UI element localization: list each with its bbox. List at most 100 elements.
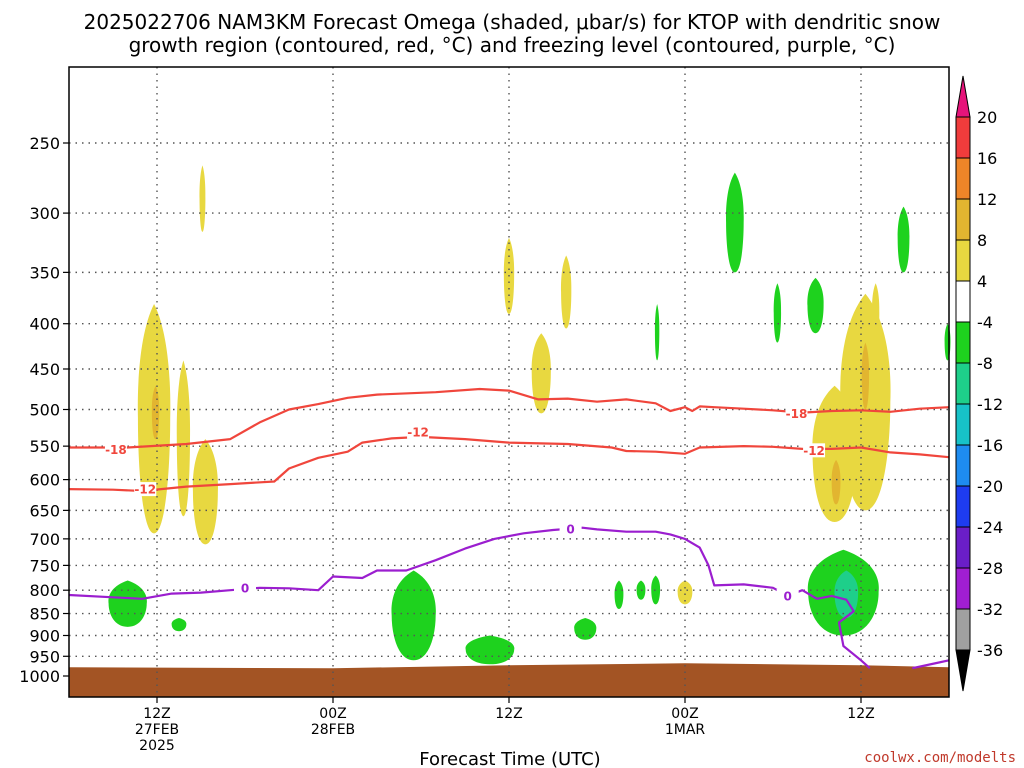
colorbar-band-10 (955, 526, 971, 569)
rising-omega-region-7 (531, 333, 551, 414)
ytick-label-650: 650 (29, 501, 60, 520)
colorbar-label-9: -20 (977, 477, 1003, 496)
colorbar-label-11: -28 (977, 559, 1003, 578)
colorbar-label-0: 20 (977, 108, 997, 127)
colorbar-label-6: -8 (977, 354, 993, 373)
ytick-label-300: 300 (29, 204, 60, 223)
colorbar-band-4 (955, 280, 971, 323)
x-axis-label: Forecast Time (UTC) (419, 749, 600, 768)
contour-label-0-0: 0 (241, 581, 249, 595)
ytick-label-600: 600 (29, 471, 60, 490)
colorbar-band-5 (955, 321, 971, 364)
xtick-label-6-2: 27FEB (135, 722, 179, 738)
gridlines (69, 67, 949, 697)
sinking-omega-region-16 (391, 570, 436, 661)
ytick-label-400: 400 (29, 315, 60, 334)
rising-omega-region-13 (871, 283, 880, 343)
sinking-omega-region-26 (807, 277, 824, 334)
sinking-omega-region-27 (897, 206, 910, 273)
contour-label--12-0: -12 (134, 483, 156, 497)
pressure-axis: 250 300 350 400 450 500 550 600 650 700 750 800 850 9… (19, 134, 69, 686)
contour-label-bg (234, 580, 256, 595)
sinking-omega-region-25 (773, 283, 782, 343)
contour-label--18-0: -18 (105, 443, 127, 457)
colorbar-label-3: 8 (977, 231, 987, 250)
rising-omega-region-8 (677, 580, 693, 605)
colorbar-band-9 (955, 485, 971, 528)
xtick-label-54-1: 12Z (847, 706, 874, 722)
contour-label-bg (134, 482, 157, 497)
colorbar-label-7: -12 (977, 395, 1003, 414)
contour-label-0-1: 0 (566, 522, 574, 536)
colorbar-band-7 (955, 403, 971, 446)
ytick-label-800: 800 (29, 581, 60, 600)
xtick-label-42-1: 00Z (671, 706, 698, 722)
sinking-omega-region-24 (725, 172, 744, 273)
sinking-omega-region-17 (465, 635, 515, 665)
contour-label-0-2: 0 (783, 589, 791, 603)
colorbar-label-1: 16 (977, 149, 997, 168)
contour-label-bg (559, 521, 582, 536)
colorbar-legend: 20 16 12 8 4 -4 -8 -12 -16 -20 -24 -28 -32 -36 (955, 75, 1003, 692)
xtick-label-6-3: 2025 (139, 738, 175, 754)
colorbar-label-2: 12 (977, 190, 997, 209)
xtick-label-18-2: 28FEB (311, 722, 355, 738)
ytick-label-750: 750 (29, 556, 60, 575)
ytick-label-900: 900 (29, 626, 60, 645)
colorbar-label-8: -16 (977, 436, 1003, 455)
sinking-omega-region-23 (834, 570, 859, 619)
contour-label-bg (104, 442, 127, 457)
xtick-label-42-2: 1MAR (665, 722, 706, 738)
ground-fill (69, 663, 949, 697)
rising-omega-region-4 (199, 165, 206, 232)
contour-line-0 (68, 526, 871, 670)
colorbar-label-5: -4 (977, 313, 993, 332)
colorbar-label-12: -32 (977, 600, 1003, 619)
contour-label--12-1: -12 (407, 425, 429, 439)
colorbar-band-11 (955, 567, 971, 610)
ytick-label-700: 700 (29, 530, 60, 549)
contour-label--12-2: -12 (803, 444, 825, 458)
contour-label-bg (407, 424, 430, 439)
colorbar-top-arrow (955, 75, 971, 118)
ytick-label-950: 950 (29, 647, 60, 666)
colorbar-bottom-arrow (955, 649, 971, 692)
colorbar-band-0 (955, 116, 971, 159)
xtick-label-6-1: 12Z (143, 706, 170, 722)
ytick-label-350: 350 (29, 263, 60, 282)
colorbar-band-3 (955, 239, 971, 282)
colorbar-band-8 (955, 444, 971, 487)
colorbar-band-1 (955, 157, 971, 200)
chart-title-line2: growth region (contoured, red, °C) and f… (129, 33, 896, 57)
sinking-omega-region-18 (574, 618, 597, 640)
omega-shading (108, 165, 951, 665)
ytick-label-250: 250 (29, 134, 60, 153)
rising-omega-region-2 (176, 360, 191, 517)
sinking-omega-region-14 (108, 580, 147, 627)
colorbar-band-2 (955, 198, 971, 241)
contour-label-bg (785, 406, 808, 421)
rising-omega-region-12 (861, 342, 870, 410)
colorbar-label-10: -24 (977, 518, 1003, 537)
contour-line-0b (912, 659, 950, 670)
xtick-label-30-1: 12Z (495, 706, 522, 722)
chart-title-line1: 2025022706 NAM3KM Forecast Omega (shaded… (84, 10, 941, 34)
colorbar-label-13: -36 (977, 641, 1003, 660)
temperature-contours: -18 -18 -12 -12 -12 0 0 0 (68, 387, 950, 670)
contour-label--18-1: -18 (786, 407, 808, 421)
colorbar-band-6 (955, 362, 971, 405)
ytick-label-550: 550 (29, 437, 60, 456)
sinking-omega-region-28 (654, 303, 660, 361)
ytick-label-500: 500 (29, 401, 60, 420)
sinking-omega-region-19 (614, 580, 624, 609)
colorbar-band-12 (955, 608, 971, 651)
colorbar-label-4: 4 (977, 272, 987, 291)
rising-omega-region-10 (831, 459, 841, 505)
rising-omega-region-3 (192, 439, 218, 545)
ytick-label-1000: 1000 (19, 667, 60, 686)
rising-omega-region-6 (561, 255, 572, 329)
xtick-label-18-1: 00Z (319, 706, 346, 722)
contour-label-bg (803, 443, 826, 458)
